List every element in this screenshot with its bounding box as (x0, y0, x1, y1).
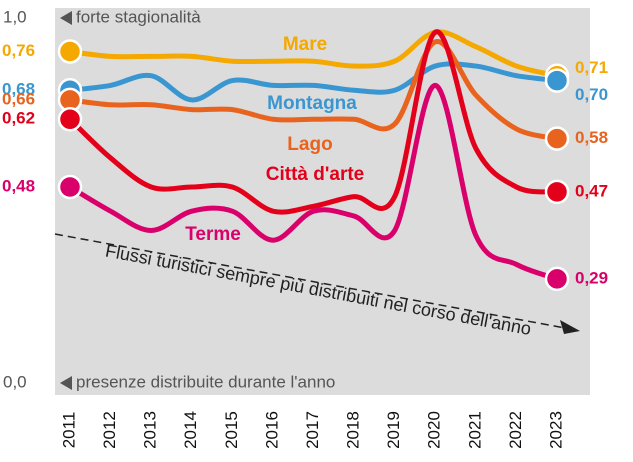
top-note: forte stagionalità (76, 7, 201, 26)
x-tick-label: 2019 (384, 411, 403, 449)
value-label: 0,47 (575, 181, 608, 200)
value-label: 0,58 (575, 128, 608, 147)
value-label: 0,68 (2, 80, 35, 99)
value-label: 0,70 (575, 85, 608, 104)
value-label: 0,29 (575, 268, 608, 287)
x-tick-label: 2014 (181, 411, 200, 449)
series-line (67, 29, 560, 79)
top-label: 1,0 (3, 7, 27, 26)
x-tick-label: 2020 (425, 411, 444, 449)
series-label: Lago (287, 134, 332, 155)
end-dot (57, 107, 83, 132)
x-tick-label: 2022 (506, 411, 525, 449)
end-dot (544, 68, 570, 93)
series-line (67, 82, 560, 282)
x-tick-label: 2011 (59, 412, 78, 449)
bottom-label: 0,0 (3, 372, 27, 391)
arrow-icon (60, 376, 72, 390)
arrow-icon (60, 11, 72, 25)
x-tick-label: 2023 (546, 411, 565, 449)
series-line (67, 29, 560, 215)
series-line (67, 61, 560, 103)
end-dot (544, 126, 570, 151)
x-tick-label: 2016 (262, 411, 281, 449)
value-label: 0,66 (2, 89, 35, 108)
value-label: 0,76 (2, 41, 35, 60)
end-dot (544, 179, 570, 205)
value-label: 0,71 (575, 58, 608, 77)
series-label: Montagna (267, 93, 357, 114)
series-label: Città d'arte (266, 164, 364, 185)
arrow-head (560, 320, 580, 334)
x-tick-label: 2018 (344, 411, 363, 449)
series-label: Mare (283, 34, 327, 55)
x-tick-label: 2021 (465, 411, 484, 449)
end-dot (57, 39, 83, 64)
x-tick-label: 2015 (222, 411, 241, 449)
trend-arrow (54, 233, 566, 329)
value-label: 0,48 (2, 176, 35, 195)
end-dot (544, 266, 570, 292)
x-tick-label: 2012 (100, 411, 119, 449)
end-dot (57, 174, 83, 200)
value-label: 0,62 (2, 109, 35, 128)
series-line (67, 39, 560, 142)
series-label: Terme (185, 224, 241, 245)
x-tick-label: 2013 (141, 411, 160, 449)
x-tick-label: 2017 (303, 411, 322, 449)
bottom-note: presenze distribuite durante l'anno (76, 372, 335, 391)
